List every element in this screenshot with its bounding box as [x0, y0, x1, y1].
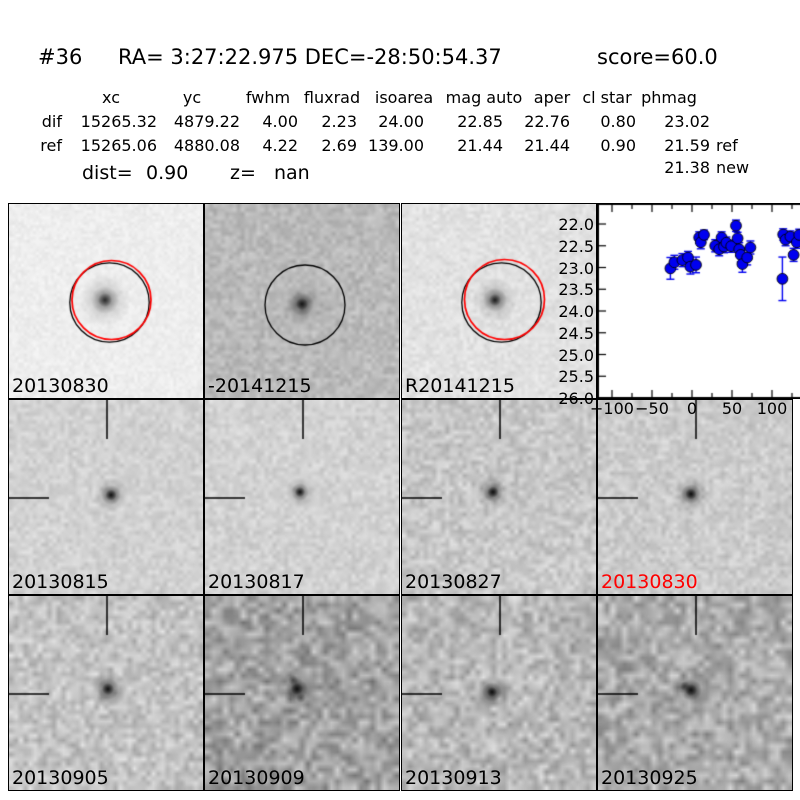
cutout-image — [205, 204, 399, 398]
table-value: 15265.32 — [80, 112, 157, 131]
candidate-coordinates: RA= 3:27:22.975 DEC=-28:50:54.37 — [118, 45, 502, 69]
cutout-panel: 20130830 — [597, 399, 793, 595]
lightcurve-plot — [597, 203, 800, 399]
cutout-image — [402, 204, 596, 398]
cutout-image — [9, 400, 203, 594]
x-tick-label: 50 — [721, 399, 743, 418]
table-value: 4.22 — [262, 136, 298, 155]
candidate-id: #36 — [38, 45, 83, 69]
table-value: 4879.22 — [173, 112, 240, 131]
phmag-new-value: 21.38 — [664, 158, 710, 177]
table-value: 21.44 — [457, 136, 503, 155]
table-value: 24.00 — [378, 112, 424, 131]
column-header: isoarea — [374, 88, 434, 107]
row-label: ref — [40, 136, 62, 155]
y-tick-label: 25.5 — [558, 367, 594, 387]
candidate-score: score=60.0 — [597, 45, 718, 69]
cutout-date-label: 20130827 — [405, 571, 502, 593]
cutout-image — [598, 596, 792, 790]
column-header: cl star — [582, 88, 632, 107]
cutout-date-label: 20130909 — [208, 767, 305, 789]
redshift-value: nan — [274, 162, 310, 184]
table-value: 139.00 — [368, 136, 424, 155]
column-header: fwhm — [245, 88, 291, 107]
cutout-panel: -20141215 — [204, 203, 400, 399]
x-tick-label: −50 — [635, 399, 669, 418]
cutout-image — [9, 204, 203, 398]
cutout-panel: 20130913 — [401, 595, 597, 791]
table-value: 2.69 — [321, 136, 357, 155]
cutout-date-label: 20130830 — [12, 375, 109, 397]
cutout-date-label: 20130830 — [601, 571, 698, 593]
value-suffix: new — [716, 158, 750, 177]
cutout-image — [205, 596, 399, 790]
y-tick-label: 26.0 — [558, 389, 594, 408]
table-value: 22.85 — [457, 112, 503, 131]
value-suffix: ref — [716, 136, 738, 155]
x-tick-label: −100 — [590, 399, 634, 418]
column-header: fluxrad — [303, 88, 361, 107]
x-tick-label: 0 — [686, 399, 698, 418]
cutout-panel: 20130827 — [401, 399, 597, 595]
cutout-date-label: -20141215 — [208, 375, 312, 397]
cutout-date-label: 20130925 — [601, 767, 698, 789]
column-header: yc — [182, 88, 202, 107]
cutout-date-label: R20141215 — [405, 375, 515, 397]
cutout-image — [598, 400, 792, 594]
table-value: 4.00 — [262, 112, 298, 131]
table-value: 0.90 — [600, 136, 636, 155]
table-value: 15265.06 — [80, 136, 157, 155]
y-tick-label: 22.0 — [558, 215, 594, 234]
cutout-panel: R20141215 — [401, 203, 597, 399]
y-tick-label: 25.0 — [558, 345, 594, 365]
y-tick-label: 22.5 — [558, 236, 594, 256]
cutout-panel: 20130815 — [8, 399, 204, 595]
y-tick-label: 23.0 — [558, 258, 594, 278]
cutout-image — [402, 596, 596, 790]
row-label: dif — [41, 112, 62, 131]
table-value: 0.80 — [600, 112, 636, 131]
cutout-image — [205, 400, 399, 594]
x-tick-label: 100 — [756, 399, 788, 418]
y-tick-label: 24.5 — [558, 323, 594, 343]
table-value: 21.59 — [664, 136, 710, 155]
table-value: 4880.08 — [173, 136, 240, 155]
cutout-date-label: 20130817 — [208, 571, 305, 593]
table-value: 2.23 — [321, 112, 357, 131]
y-tick-label: 23.5 — [558, 280, 594, 300]
cutout-image — [402, 400, 596, 594]
y-tick-label: 24.0 — [558, 302, 594, 321]
table-value: 22.76 — [524, 112, 570, 131]
column-header: mag auto — [445, 88, 523, 107]
cutout-panel: 20130905 — [8, 595, 204, 791]
column-header: phmag — [641, 88, 697, 107]
cutout-panel: 20130909 — [204, 595, 400, 791]
table-value: 21.44 — [524, 136, 570, 155]
cutout-date-label: 20130815 — [12, 571, 109, 593]
table-value: 23.02 — [664, 112, 710, 131]
dist-label: dist= — [82, 162, 133, 184]
cutout-date-label: 20130905 — [12, 767, 109, 789]
cutout-panel: 20130817 — [204, 399, 400, 595]
redshift-label: z= — [230, 162, 256, 184]
cutout-image — [9, 596, 203, 790]
dist-value: 0.90 — [146, 162, 189, 184]
cutout-panel: 20130830 — [8, 203, 204, 399]
cutout-panel: 20130925 — [597, 595, 793, 791]
column-header: aper — [533, 88, 571, 107]
column-header: xc — [102, 88, 120, 107]
cutout-date-label: 20130913 — [405, 767, 502, 789]
